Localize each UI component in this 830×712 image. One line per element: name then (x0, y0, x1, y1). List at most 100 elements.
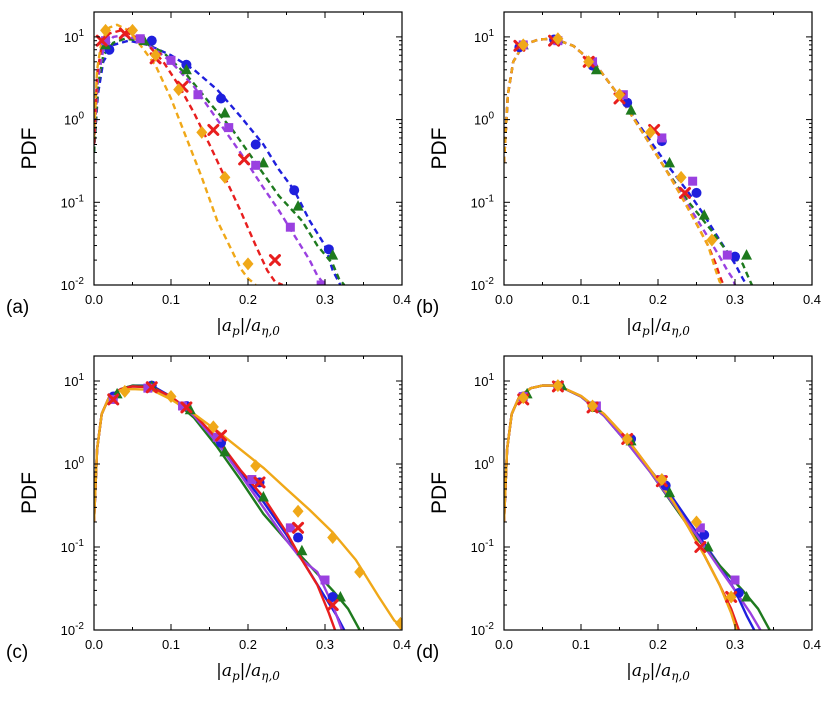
y-tick-label: 101 (474, 28, 494, 45)
x-tick-label: 0.4 (393, 292, 411, 307)
orange-diamond-marker (119, 384, 131, 398)
orange-diamond-marker (552, 379, 564, 393)
red-x-marker (180, 401, 193, 414)
purple-square-marker (722, 250, 732, 260)
purple-square-marker (730, 575, 740, 585)
orange-series-line (94, 387, 402, 628)
chart-b-axes-frame (503, 11, 813, 286)
red-x-marker (207, 123, 220, 136)
red-series-line (504, 37, 725, 285)
x-tick-label: 0.4 (393, 637, 411, 652)
green-triangle-marker (257, 156, 269, 168)
purple-square-marker (285, 222, 295, 232)
green-triangle-marker (257, 491, 269, 502)
purple-square-marker (251, 160, 261, 170)
blue-circle-marker (733, 587, 744, 598)
orange-series-line (504, 37, 724, 285)
orange-diamond-marker (706, 233, 718, 247)
orange-diamond-marker (219, 170, 231, 184)
green-triangle-marker (741, 590, 753, 602)
green-triangle-marker (292, 200, 304, 211)
y-tick-label: 101 (474, 372, 494, 389)
blue-circle-marker (691, 187, 702, 198)
y-tick-label: 100 (474, 111, 494, 128)
orange-series-line (504, 384, 738, 630)
purple-square-marker (320, 575, 330, 585)
panel-label: (d) (416, 642, 439, 663)
orange-diamond-marker (165, 390, 177, 404)
y-tick-label: 10-1 (471, 538, 495, 555)
chart-a-axes-frame (93, 11, 403, 286)
blue-series-line (504, 37, 748, 285)
orange-diamond-marker (675, 170, 687, 184)
chart-b-plot-area (504, 32, 754, 285)
orange-diamond-marker (644, 125, 656, 139)
y-tick-label: 10-2 (61, 621, 85, 638)
blue-circle-marker (622, 97, 633, 108)
blue-circle-marker (293, 532, 304, 543)
red-x-marker (238, 153, 251, 166)
y-tick-label: 101 (64, 372, 84, 389)
x-tick-label: 0.3 (726, 637, 744, 652)
orange-diamond-marker (100, 23, 112, 37)
chart-d: 0.0 0.1 0.2 0.3 0.4 101 100 10-1 10-2 PDF |ap|/aη,… (416, 355, 821, 683)
green-series-line (94, 37, 346, 285)
x-tick-label: 0.1 (162, 637, 180, 652)
purple-series-line (504, 37, 737, 285)
y-axis-label: PDF (18, 472, 41, 514)
x-tick-label: 0.2 (649, 292, 667, 307)
orange-diamond-marker (691, 515, 702, 529)
y-tick-label: 10-1 (61, 193, 85, 210)
purple-series-line (94, 33, 326, 285)
purple-series-line (94, 385, 344, 630)
green-triangle-marker (219, 445, 231, 457)
orange-series-line (94, 23, 257, 285)
panel-label: (c) (6, 642, 28, 663)
red-x-marker (145, 381, 158, 394)
x-axis-label: |ap|/aη,0 (216, 316, 280, 338)
panel-label: (b) (416, 297, 439, 318)
y-tick-label: 100 (64, 455, 84, 472)
green-triangle-marker (698, 209, 710, 220)
y-tick-label: 101 (64, 28, 84, 45)
x-tick-label: 0.4 (803, 292, 821, 307)
x-tick-label: 0.1 (572, 637, 590, 652)
orange-diamond-marker (207, 420, 219, 434)
purple-square-marker (688, 176, 698, 186)
x-tick-label: 0.4 (803, 637, 821, 652)
blue-circle-marker (289, 185, 300, 196)
purple-square-marker (247, 475, 257, 485)
chart-d-axes-frame (503, 355, 813, 631)
orange-diamond-marker (656, 473, 668, 487)
orange-diamond-marker (150, 48, 162, 62)
purple-square-marker (657, 133, 667, 143)
green-triangle-marker (180, 63, 192, 75)
red-x-marker (292, 521, 305, 534)
y-axis-label: PDF (18, 128, 41, 170)
green-triangle-marker (219, 107, 231, 118)
x-tick-label: 0.3 (726, 292, 744, 307)
y-tick-label: 10-2 (471, 276, 495, 293)
panel-label: (a) (6, 297, 29, 318)
green-triangle-marker (664, 156, 676, 168)
red-x-marker (253, 476, 266, 489)
chart-a-plot-area (94, 23, 346, 285)
chart-a: 0.0 0.1 0.2 0.3 0.4 101 100 10-1 10-2 PDF |ap|/aη,… (6, 11, 411, 338)
orange-diamond-marker (250, 459, 262, 473)
red-x-marker (107, 393, 120, 406)
y-tick-label: 100 (64, 111, 84, 128)
y-axis-label: PDF (428, 128, 451, 170)
purple-square-marker (178, 401, 188, 411)
orange-diamond-marker (725, 590, 737, 604)
chart-b: 0.0 0.1 0.2 0.3 0.4 101 100 10-1 10-2 PDF |ap|/aη,… (416, 11, 821, 338)
blue-circle-marker (250, 139, 261, 150)
blue-circle-marker (146, 35, 157, 46)
chart-c: 0.0 0.1 0.2 0.3 0.4 101 100 10-1 10-2 PDF |ap|/aη,… (6, 355, 411, 683)
orange-diamond-marker (173, 83, 185, 97)
red-x-marker (215, 429, 228, 442)
x-tick-label: 0.2 (649, 637, 667, 652)
green-triangle-marker (327, 249, 339, 260)
red-x-marker (95, 34, 108, 47)
orange-diamond-marker (394, 616, 402, 630)
